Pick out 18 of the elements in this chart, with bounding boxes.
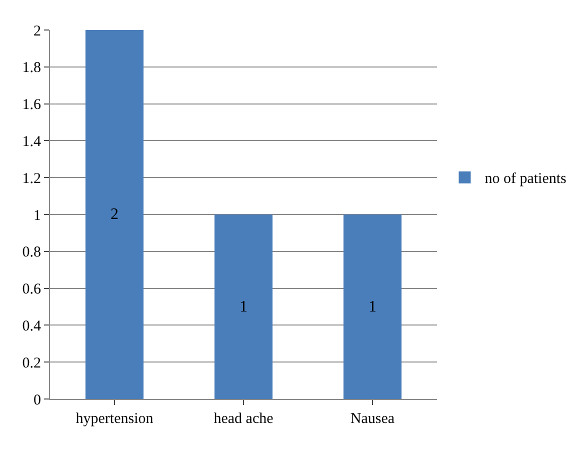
y-tick-label: 1.6 [22, 97, 42, 114]
data-label: 1 [368, 298, 377, 316]
legend-label: no of patients [484, 171, 567, 188]
y-tick-label: 0.2 [22, 355, 41, 372]
data-label: 1 [240, 298, 248, 316]
y-tick-label: 0 [34, 392, 41, 408]
y-tick-label: 0.6 [22, 282, 42, 298]
x-tick-label: hypertension [76, 411, 154, 427]
data-label: 2 [110, 206, 118, 223]
y-tick-label: 1.4 [22, 134, 42, 150]
y-tick-label: 0.8 [22, 244, 41, 261]
x-tick-label: Nausea [350, 411, 395, 427]
y-tick-label: 2 [34, 23, 41, 40]
y-tick-label: 1 [34, 208, 41, 224]
y-tick-label: 0.4 [22, 318, 42, 334]
x-tick-label: head ache [214, 411, 274, 427]
y-tick-label: 1.8 [22, 60, 41, 76]
y-tick-label: 1.2 [22, 170, 41, 187]
